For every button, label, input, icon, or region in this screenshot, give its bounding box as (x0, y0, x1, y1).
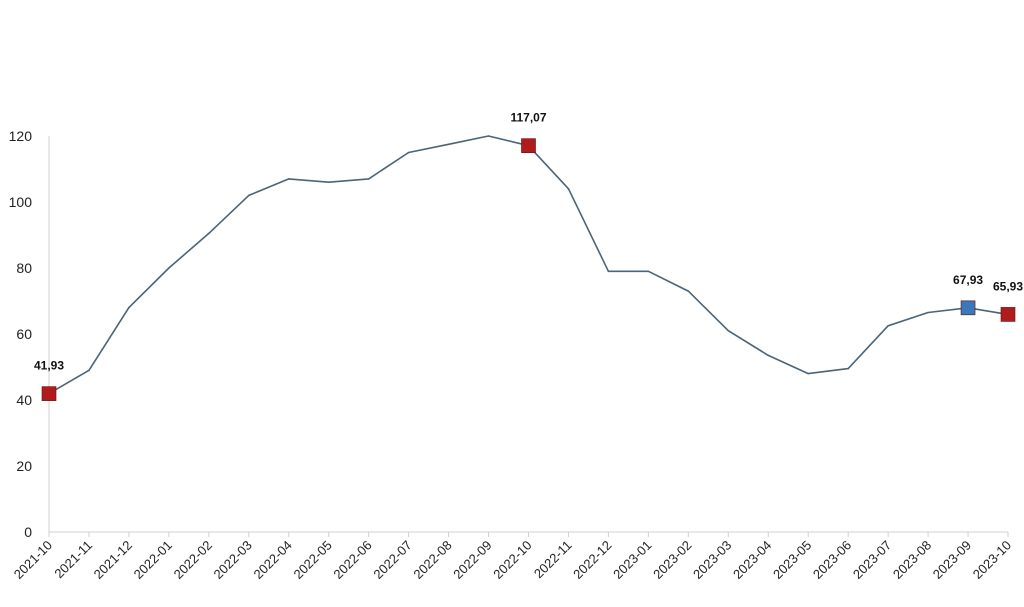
data-label: 67,93 (953, 273, 983, 287)
x-tick-label: 2022-09 (450, 538, 494, 582)
data-point (128, 306, 130, 309)
data-label: 117,07 (510, 111, 546, 125)
data-point (208, 232, 210, 235)
x-tick-label: 2023-09 (930, 538, 974, 582)
x-tick-label: 2023-07 (850, 538, 894, 582)
x-tick-label: 2023-04 (730, 538, 774, 582)
data-point (327, 181, 330, 183)
x-tick-label: 2023-08 (890, 538, 934, 582)
data-point (687, 290, 690, 292)
x-tick-label: 2023-01 (610, 538, 654, 582)
x-tick-label: 2022-10 (490, 538, 534, 582)
highlight-marker (1000, 307, 1016, 322)
data-point (287, 178, 290, 180)
x-tick-label: 2022-05 (290, 538, 334, 582)
y-axis: 0 20 40 60 80 100 120 (9, 128, 50, 540)
data-point (487, 135, 490, 137)
data-point (367, 178, 370, 180)
data-point (567, 188, 570, 190)
data-point (847, 367, 849, 370)
y-tick-label: 80 (16, 260, 32, 276)
highlight-markers: 41,93 117,07 67,93 65,93 (34, 111, 1023, 401)
data-label: 65,93 (993, 279, 1023, 293)
y-tick-label: 100 (9, 194, 33, 210)
data-point (647, 270, 650, 273)
x-tick-label: 2022-03 (211, 538, 255, 582)
data-point (407, 151, 410, 154)
y-tick-label: 0 (24, 524, 32, 540)
y-tick-label: 40 (16, 392, 32, 408)
data-label: 41,93 (34, 359, 64, 373)
x-tick-label: 2022-02 (171, 538, 215, 582)
x-tick-label: 2023-10 (970, 538, 1014, 582)
y-tick-label: 20 (16, 458, 32, 474)
data-point (887, 324, 889, 327)
data-point (727, 329, 730, 332)
x-tick-label: 2022-06 (330, 538, 374, 582)
x-tick-label: 2022-11 (531, 538, 575, 582)
x-tick-label: 2021-11 (51, 538, 95, 582)
y-tick-label: 60 (16, 326, 32, 342)
x-tick-label: 2023-03 (690, 538, 734, 582)
x-tick-label: 2023-06 (810, 538, 854, 582)
x-tick-label: 2021-12 (91, 538, 135, 582)
x-tick-label: 2023-02 (650, 538, 694, 582)
x-tick-label: 2022-07 (370, 538, 414, 582)
highlight-marker (41, 386, 57, 401)
series-group (48, 135, 1009, 395)
x-tick-label: 2022-01 (131, 538, 175, 582)
x-axis: 2021-102021-112021-122022-012022-022022-… (11, 531, 1014, 582)
data-point (88, 369, 90, 372)
y-tick-label: 120 (9, 128, 33, 144)
x-tick-label: 2023-05 (770, 538, 814, 582)
series-line (48, 135, 1009, 395)
highlight-marker (960, 300, 976, 316)
x-tick-label: 2022-08 (410, 538, 454, 582)
data-point (168, 267, 170, 269)
x-tick-label: 2021-10 (11, 538, 55, 582)
data-point (807, 372, 810, 375)
data-point (767, 354, 770, 357)
data-point (247, 194, 250, 197)
x-tick-label: 2022-04 (251, 538, 295, 582)
data-point (447, 143, 450, 146)
data-point (927, 311, 929, 314)
data-point (607, 270, 610, 273)
x-tick-label: 2022-12 (570, 538, 614, 582)
highlight-marker (521, 138, 536, 153)
